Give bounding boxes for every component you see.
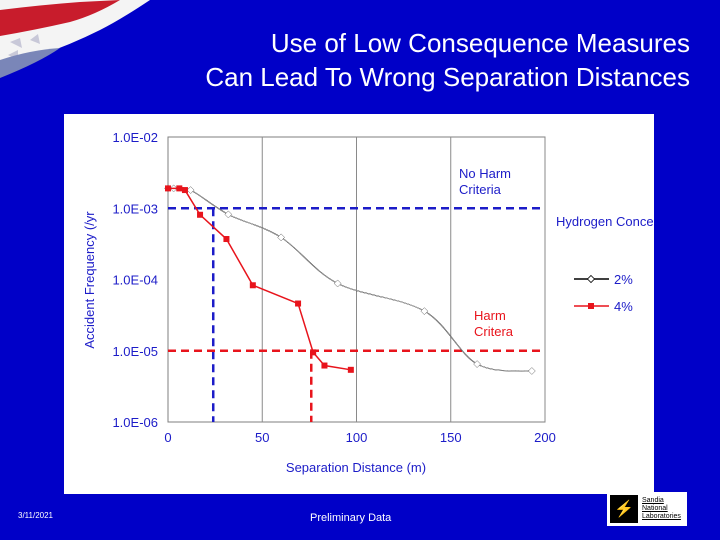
y-tick-label: 1.0E-02 [112, 130, 158, 145]
data-point-square [223, 236, 230, 243]
y-axis-label: Accident Frequency (/yr [82, 211, 97, 349]
sandia-logo: ⚡ Sandia National Laboratories [607, 492, 687, 526]
x-axis-label: Separation Distance (m) [286, 460, 426, 475]
title-line-1: Use of Low Consequence Measures [270, 28, 690, 58]
legend-marker-square [588, 303, 594, 309]
series-4pct [165, 185, 354, 373]
logo-text: Sandia National Laboratories [642, 497, 681, 521]
preliminary-data-note: Preliminary Data [310, 512, 392, 524]
data-point-square [295, 300, 302, 307]
no-harm-label-line1: No Harm [459, 166, 511, 181]
data-point-square [181, 187, 188, 194]
slide-title: Use of Low Consequence Measures Can Lead… [90, 26, 690, 94]
data-point-diamond [333, 279, 342, 288]
x-tick-label: 0 [164, 430, 171, 445]
data-point-diamond [527, 367, 536, 375]
legend-title: Hydrogen Concentration [556, 214, 654, 229]
data-point-square [249, 282, 256, 289]
logo-line-1: Sandia [642, 497, 664, 504]
data-point-diamond [224, 210, 233, 219]
chart-panel: 1.0E-02 1.0E-03 1.0E-04 1.0E-05 1.0E-06 0 50 1… [64, 114, 654, 494]
waving-flag-icon [0, 0, 150, 78]
x-tick-label: 100 [346, 430, 368, 445]
y-tick-label: 1.0E-03 [112, 201, 158, 216]
data-point-square [310, 349, 317, 356]
title-line-2: Can Lead To Wrong Separation Distances [205, 62, 690, 92]
sandia-thunderbird-icon: ⚡ [610, 495, 638, 523]
data-point-diamond [420, 307, 429, 315]
legend-label: 2% [614, 272, 633, 287]
logo-line-2: National [642, 505, 668, 512]
data-point-diamond [277, 233, 285, 242]
accident-frequency-chart: 1.0E-02 1.0E-03 1.0E-04 1.0E-05 1.0E-06 0 50 1… [82, 130, 654, 475]
no-harm-label-line2: Criteria [459, 182, 502, 197]
harm-label-line1: Harm [474, 308, 506, 323]
x-tick-label: 150 [440, 430, 462, 445]
y-tick-label: 1.0E-06 [112, 415, 158, 430]
slide-date: 3/11/2021 [18, 511, 53, 520]
data-point-square [165, 185, 171, 192]
data-point-square [321, 362, 328, 369]
data-point-diamond [186, 186, 195, 194]
x-tick-label: 200 [534, 430, 556, 445]
y-tick-label: 1.0E-04 [112, 273, 158, 288]
y-tick-label: 1.0E-05 [112, 344, 158, 359]
x-tick-label: 50 [255, 430, 269, 445]
legend-marker-diamond [586, 274, 596, 284]
data-point-square [197, 211, 204, 218]
data-point-square [347, 366, 354, 373]
logo-line-3: Laboratories [642, 513, 681, 520]
data-point-diamond [473, 360, 481, 368]
harm-label-line2: Critera [474, 324, 514, 339]
data-point-square [176, 185, 183, 192]
legend-label: 4% [614, 299, 633, 314]
